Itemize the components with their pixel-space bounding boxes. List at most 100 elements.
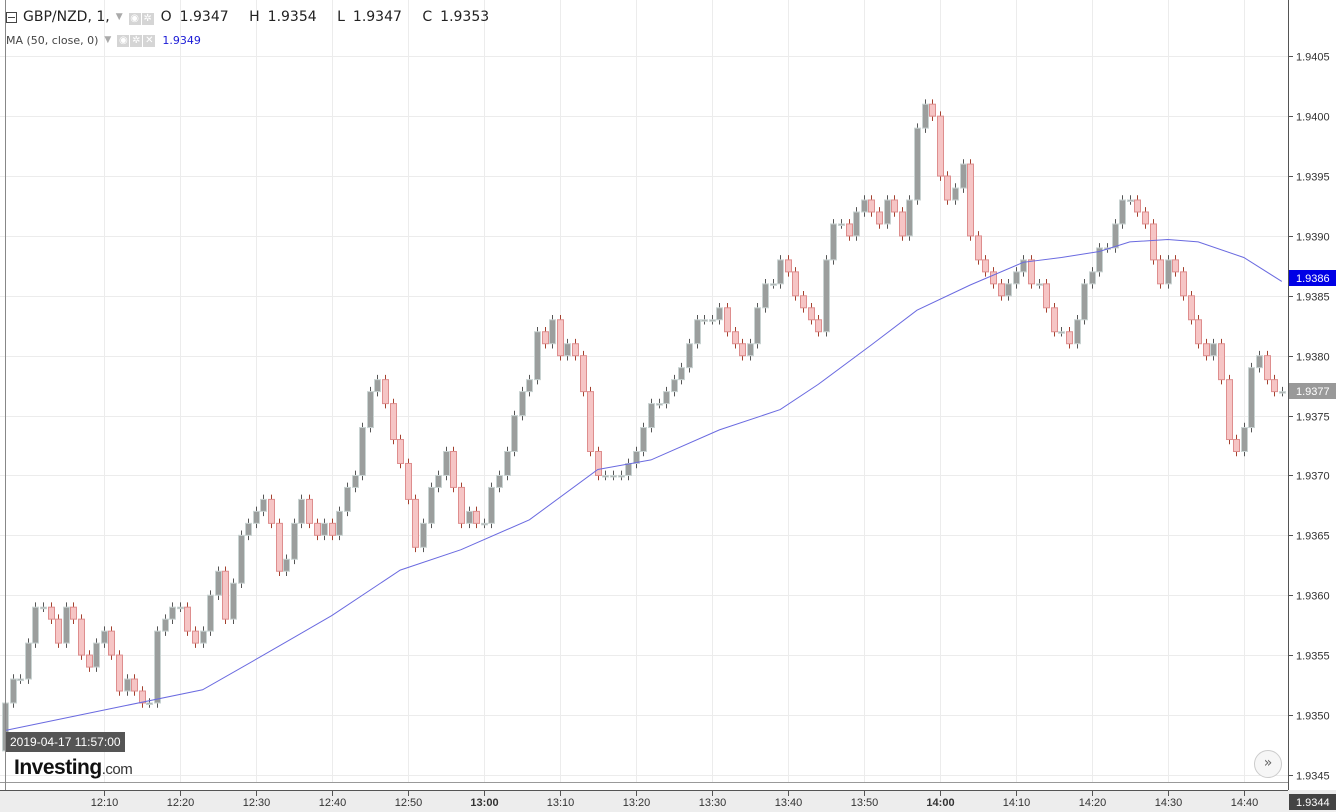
- ohlc-values: O 1.9347 H 1.9354 L 1.9347 C 1.9353: [160, 9, 490, 25]
- candle-body: [906, 199, 913, 237]
- candle: [443, 446, 450, 481]
- candle: [1241, 422, 1248, 457]
- gear-icon[interactable]: ✲: [130, 35, 143, 47]
- candle: [420, 518, 427, 553]
- candle: [709, 314, 716, 325]
- candle-body: [853, 211, 860, 237]
- candle: [435, 470, 442, 493]
- candle-body: [557, 319, 564, 357]
- candle-body: [777, 259, 784, 285]
- candle: [792, 267, 799, 301]
- indicator-value: 1.9349: [162, 33, 201, 47]
- candle-body: [55, 618, 62, 644]
- time-tick-label: 13:00: [470, 797, 498, 809]
- candle-body: [998, 283, 1005, 297]
- last-price-label: 1.9377: [1289, 383, 1336, 399]
- candle-body: [815, 319, 822, 333]
- gear-icon[interactable]: ✲: [141, 13, 154, 25]
- candle-body: [1051, 307, 1058, 333]
- candle-body: [1180, 271, 1187, 297]
- candle: [367, 386, 374, 433]
- candle: [1203, 338, 1210, 361]
- candle-body: [587, 391, 594, 452]
- candle: [450, 446, 457, 493]
- candle: [732, 326, 739, 349]
- chevron-down-icon[interactable]: ▼: [115, 12, 123, 22]
- candle: [1058, 326, 1065, 337]
- eye-icon[interactable]: ◉: [128, 13, 141, 25]
- candle: [162, 614, 169, 636]
- candle: [32, 602, 39, 648]
- candle: [610, 470, 617, 481]
- candle-body: [207, 594, 214, 632]
- candle-body: [1210, 343, 1217, 357]
- candle-body: [876, 211, 883, 225]
- candle: [1119, 195, 1126, 229]
- candle-body: [40, 606, 47, 610]
- scroll-to-realtime-button[interactable]: »: [1254, 750, 1282, 778]
- candle-body: [1066, 331, 1073, 345]
- crosshair-price-label: 1.9344: [1289, 794, 1336, 810]
- candle-body: [952, 187, 959, 201]
- candle: [169, 602, 176, 624]
- candle: [952, 183, 959, 205]
- price-tick-label: 1.9370: [1296, 471, 1330, 483]
- candle-body: [260, 498, 267, 512]
- candle-body: [899, 211, 906, 237]
- candle-body: [25, 642, 32, 680]
- candle: [1005, 279, 1012, 301]
- time-axis[interactable]: [0, 790, 1336, 812]
- candle-body: [1096, 247, 1103, 273]
- candle: [633, 446, 640, 469]
- low-value: 1.9347: [352, 9, 402, 25]
- candle-body: [458, 486, 465, 524]
- collapse-icon[interactable]: [6, 11, 17, 23]
- candle: [960, 159, 967, 193]
- candle: [70, 602, 77, 624]
- candle: [1172, 255, 1179, 277]
- candle: [405, 458, 412, 505]
- candle: [1051, 302, 1058, 337]
- price-tick-label: 1.9345: [1296, 771, 1330, 783]
- candle-body: [823, 259, 830, 333]
- candle-body: [830, 223, 837, 261]
- candle-body: [1028, 259, 1035, 285]
- candle: [686, 338, 693, 373]
- indicator-label[interactable]: MA (50, close, 0): [6, 33, 99, 47]
- candle: [762, 279, 769, 313]
- candle: [572, 338, 579, 361]
- candle-body: [1172, 259, 1179, 273]
- candle: [10, 674, 17, 708]
- candle-body: [481, 522, 488, 526]
- price-tick-label: 1.9350: [1296, 711, 1330, 723]
- candle: [466, 506, 473, 529]
- close-icon[interactable]: ✕: [143, 35, 156, 47]
- candle-body: [580, 355, 587, 393]
- candle: [473, 506, 480, 529]
- candle-body: [1142, 211, 1149, 225]
- candle-body: [678, 367, 685, 381]
- candle-body: [663, 391, 670, 405]
- symbol-legend: GBP/NZD, 1, ▼ ◉ ✲ O 1.9347 H 1.9354 L 1.9347…: [6, 9, 505, 25]
- candle-body: [131, 678, 138, 692]
- eye-icon[interactable]: ◉: [117, 35, 130, 47]
- candle: [504, 446, 511, 481]
- candle: [1180, 267, 1187, 301]
- candle: [314, 518, 321, 541]
- price-tick-label: 1.9355: [1296, 651, 1330, 663]
- candle: [967, 159, 974, 241]
- chevron-down-icon[interactable]: ▼: [104, 35, 112, 45]
- candle-body: [306, 498, 313, 524]
- candle: [800, 291, 807, 313]
- candle: [55, 614, 62, 648]
- candle-body: [625, 462, 632, 476]
- candle: [823, 255, 830, 337]
- symbol-label[interactable]: GBP/NZD, 1,: [23, 9, 110, 25]
- candle-body: [602, 474, 609, 478]
- candle-body: [656, 403, 663, 406]
- price-tick-label: 1.9400: [1296, 112, 1330, 124]
- candle: [245, 518, 252, 541]
- candle: [291, 518, 298, 565]
- candle: [192, 626, 199, 648]
